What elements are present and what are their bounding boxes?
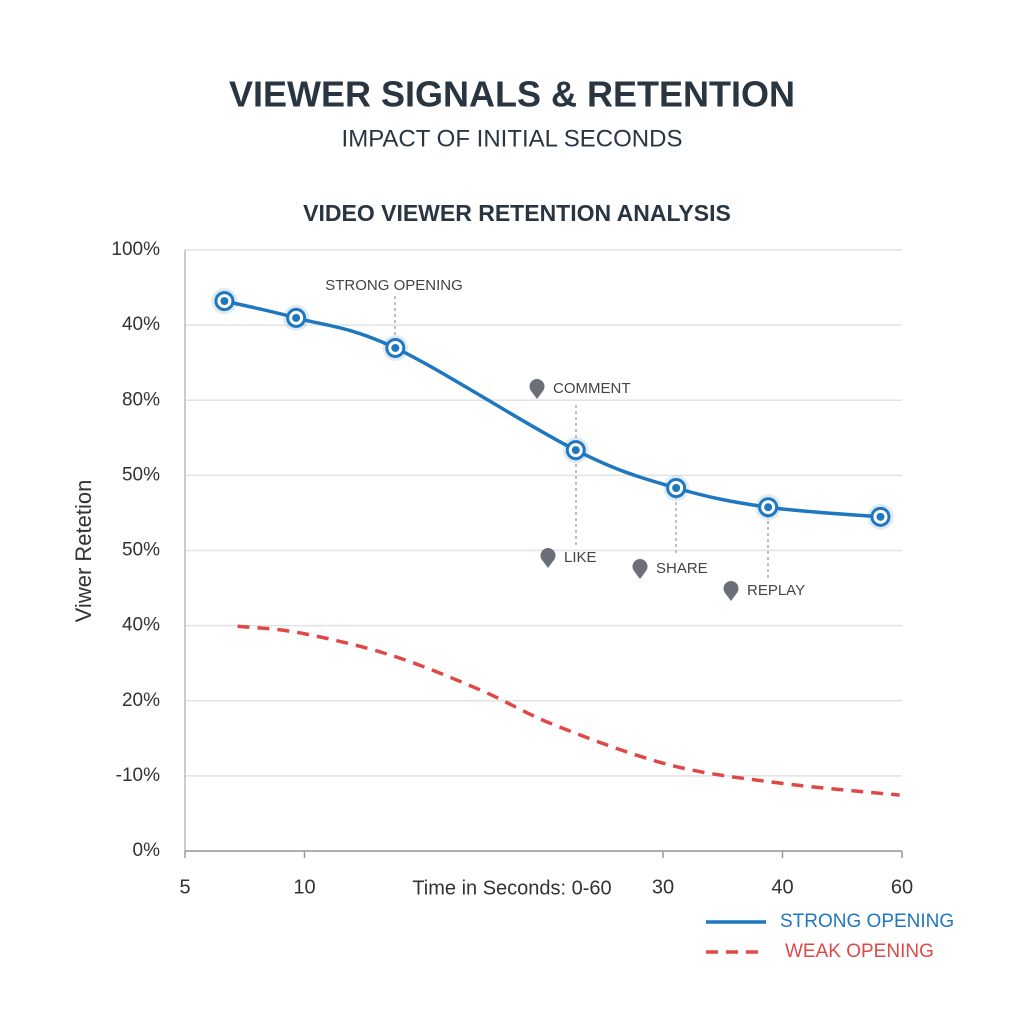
x-tick-label: 5: [179, 876, 190, 898]
chart-title: VIDEO VIEWER RETENTION ANALYSIS: [303, 200, 731, 226]
annotation: REPLAY: [747, 582, 805, 599]
x-tick-label: 10: [293, 876, 315, 898]
y-tick-label: 20%: [122, 690, 160, 711]
annotation-pin: [723, 581, 739, 601]
point-dot: [220, 297, 229, 306]
x-tick-label: 40: [771, 876, 793, 898]
y-tick-label: 40%: [122, 314, 160, 335]
title: VIEWER SIGNALS & RETENTION: [229, 74, 795, 115]
y-tick-label: 50%: [122, 464, 160, 485]
point-dot: [292, 313, 301, 322]
y-tick-label: 40%: [122, 615, 160, 636]
annotation: SHARE: [656, 560, 708, 577]
point-dot: [764, 503, 773, 512]
annotation-pin: [529, 379, 545, 399]
y-tick-label: 50%: [122, 540, 160, 561]
y-tick-label: 100%: [111, 239, 160, 260]
x-axis-label: Time in Seconds: 0-60: [412, 877, 611, 899]
x-tick-label: 30: [652, 876, 674, 898]
point-dot: [876, 512, 885, 521]
annotation-pin: [540, 548, 556, 568]
legend-label: STRONG OPENING: [780, 911, 954, 932]
y-tick-label: 0%: [133, 840, 161, 861]
y-tick-label: -10%: [116, 765, 160, 786]
annotation: LIKE: [564, 549, 597, 566]
series-line: [237, 624, 900, 797]
x-tick-label: 60: [891, 876, 913, 898]
y-tick-label: 80%: [122, 389, 160, 410]
point-dot: [672, 483, 681, 492]
annotation: COMMENT: [553, 380, 631, 397]
y-axis-label: Viwer Retetion: [71, 480, 96, 623]
point-dot: [391, 343, 400, 352]
legend-label: WEAK OPENING: [785, 941, 934, 962]
point-dot: [571, 446, 580, 455]
annotation-pin: [632, 559, 648, 579]
subtitle: IMPACT OF INITIAL SECONDS: [342, 125, 683, 152]
annotation: STRONG OPENING: [325, 277, 463, 294]
series-line: [224, 299, 881, 519]
